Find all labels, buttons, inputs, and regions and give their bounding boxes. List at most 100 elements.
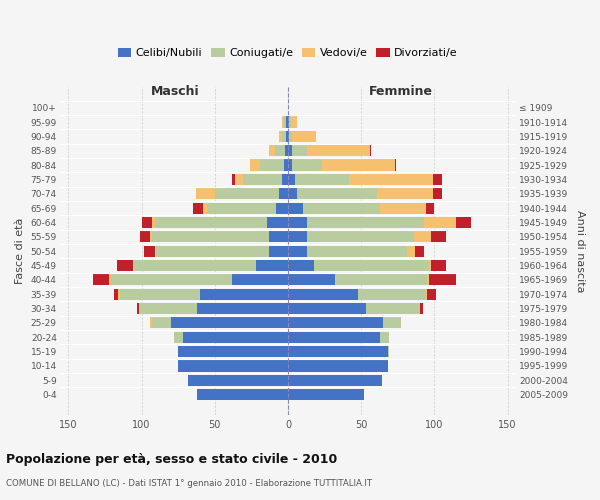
Bar (197, 303, 288, 314)
Bar (314, 260, 428, 271)
Bar (256, 260, 288, 271)
Bar (113, 288, 118, 300)
Bar (428, 274, 457, 285)
Bar (380, 332, 389, 343)
Bar (431, 231, 446, 242)
Bar (118, 288, 119, 300)
Bar (288, 260, 314, 271)
Bar (322, 160, 395, 170)
Bar (140, 231, 150, 242)
Bar (152, 217, 155, 228)
Bar (425, 288, 427, 300)
Bar (282, 131, 286, 142)
Bar (335, 274, 427, 285)
Bar (288, 116, 289, 128)
Bar (288, 246, 307, 257)
Bar (288, 231, 307, 242)
Bar (171, 318, 288, 328)
Bar (200, 288, 288, 300)
Bar (279, 188, 288, 200)
Bar (302, 202, 380, 213)
Bar (297, 188, 377, 200)
Bar (197, 389, 288, 400)
Bar (286, 131, 288, 142)
Bar (380, 202, 425, 213)
Bar (288, 360, 388, 372)
Bar (155, 217, 268, 228)
Bar (109, 274, 111, 285)
Bar (232, 174, 235, 185)
Bar (286, 116, 288, 128)
Bar (431, 260, 446, 271)
Bar (142, 217, 152, 228)
Bar (242, 174, 282, 185)
Bar (193, 202, 203, 213)
Bar (433, 188, 442, 200)
Bar (208, 202, 276, 213)
Bar (307, 246, 407, 257)
Bar (288, 145, 292, 156)
Bar (139, 303, 197, 314)
Bar (383, 318, 401, 328)
Bar (288, 174, 295, 185)
Bar (427, 288, 436, 300)
Text: Popolazione per età, sesso e stato civile - 2010: Popolazione per età, sesso e stato civil… (6, 452, 337, 466)
Bar (279, 131, 282, 142)
Bar (235, 174, 242, 185)
Bar (111, 274, 232, 285)
Bar (174, 332, 182, 343)
Bar (152, 318, 171, 328)
Bar (288, 318, 383, 328)
Bar (276, 202, 288, 213)
Bar (433, 174, 442, 185)
Bar (289, 116, 291, 128)
Bar (282, 116, 284, 128)
Bar (288, 202, 302, 213)
Bar (282, 174, 288, 185)
Bar (288, 346, 388, 357)
Bar (152, 231, 269, 242)
Bar (425, 202, 434, 213)
Bar (178, 346, 288, 357)
Bar (93, 274, 109, 285)
Bar (358, 288, 425, 300)
Bar (427, 274, 428, 285)
Bar (268, 217, 288, 228)
Bar (116, 260, 133, 271)
Bar (292, 131, 316, 142)
Bar (288, 374, 382, 386)
Text: Maschi: Maschi (151, 84, 200, 98)
Bar (288, 332, 380, 343)
Bar (137, 303, 139, 314)
Bar (424, 217, 457, 228)
Bar (269, 145, 275, 156)
Bar (250, 160, 260, 170)
Bar (307, 231, 414, 242)
Bar (288, 274, 335, 285)
Bar (269, 246, 288, 257)
Bar (414, 231, 431, 242)
Bar (156, 246, 269, 257)
Bar (145, 246, 155, 257)
Bar (291, 116, 297, 128)
Bar (289, 131, 292, 142)
Bar (288, 160, 292, 170)
Bar (150, 318, 152, 328)
Bar (365, 303, 420, 314)
Bar (370, 145, 371, 156)
Bar (119, 288, 200, 300)
Bar (288, 303, 365, 314)
Bar (428, 260, 431, 271)
Bar (284, 116, 286, 128)
Bar (292, 160, 322, 170)
Bar (407, 246, 415, 257)
Bar (196, 188, 215, 200)
Bar (288, 389, 364, 400)
Bar (288, 188, 297, 200)
Bar (307, 145, 370, 156)
Bar (388, 346, 389, 357)
Bar (284, 160, 288, 170)
Bar (269, 231, 288, 242)
Bar (178, 360, 288, 372)
Legend: Celibi/Nubili, Coniugati/e, Vedovi/e, Divorziati/e: Celibi/Nubili, Coniugati/e, Vedovi/e, Di… (113, 44, 463, 63)
